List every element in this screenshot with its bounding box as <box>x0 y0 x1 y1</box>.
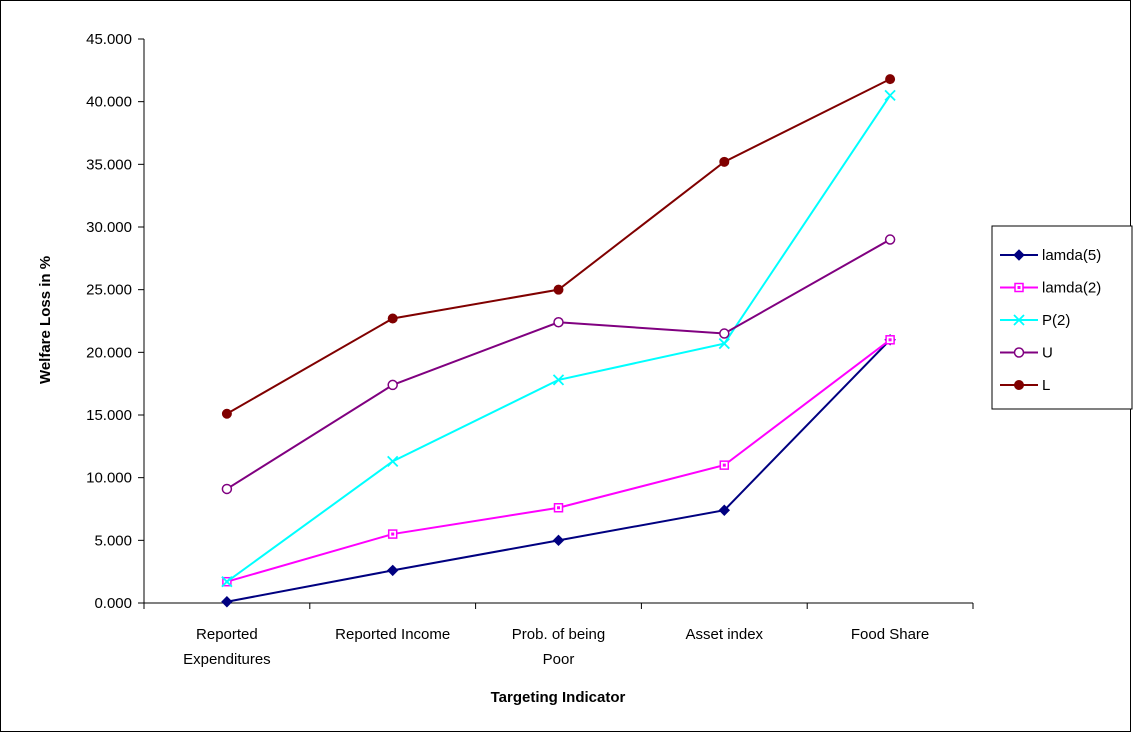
data-point-lamda-5 <box>718 504 731 516</box>
data-point-p-2 <box>387 455 399 468</box>
series-line-u <box>226 238 891 490</box>
x-tick-label: Prob. of being <box>512 626 605 643</box>
legend-marker-p-2 <box>1013 314 1025 326</box>
data-point-l <box>387 313 398 324</box>
series-l <box>221 74 896 419</box>
y-tick-label: 15.000 <box>86 407 132 424</box>
legend-label: lamda(5) <box>1042 247 1101 264</box>
data-point-u <box>221 483 233 495</box>
legend-label: lamda(2) <box>1042 280 1101 297</box>
series-lamda-2 <box>222 335 895 587</box>
y-tick-label: 40.000 <box>86 94 132 111</box>
data-point-u <box>553 317 564 328</box>
y-axis: 0.000 5.000 10.000 15.000 20.000 25.000 30.000… <box>86 31 145 612</box>
data-point-l <box>885 74 896 85</box>
data-point-lamda-5 <box>552 534 565 547</box>
data-point-p-2 <box>884 89 896 102</box>
x-tick-label: Asset index <box>686 626 764 643</box>
legend-marker-u <box>1013 347 1025 358</box>
data-point-u <box>719 328 730 339</box>
legend-item-p-2: P(2) <box>1000 312 1070 329</box>
legend-item-l: L <box>1000 377 1050 394</box>
legend-marker-lamda-2-center <box>1017 286 1021 289</box>
data-point-lamda-2-center <box>391 532 395 536</box>
y-tick-label: 45.000 <box>86 31 132 48</box>
x-tick-label: Food Share <box>851 626 929 643</box>
data-point-lamda-5 <box>221 596 233 608</box>
x-axis-title: Targeting Indicator <box>491 689 626 706</box>
data-point-lamda-2-center <box>722 463 726 467</box>
series-u <box>221 234 896 495</box>
legend-item-lamda-5: lamda(5) <box>1000 247 1101 264</box>
y-tick-label: 0.000 <box>94 595 132 612</box>
x-tick-label: Poor <box>543 651 575 668</box>
x-tick-label: Reported Income <box>335 626 450 643</box>
legend-label: P(2) <box>1042 312 1070 329</box>
legend-item-lamda-2: lamda(2) <box>1000 280 1101 297</box>
y-tick-label: 5.000 <box>94 532 132 549</box>
legend-label: L <box>1042 377 1050 394</box>
data-point-p-2 <box>221 576 233 588</box>
data-point-u <box>387 379 398 391</box>
y-tick-label: 20.000 <box>86 344 132 361</box>
y-tick-label: 25.000 <box>86 282 132 299</box>
data-point-lamda-2-center <box>557 506 560 510</box>
legend-marker-lamda-5 <box>1013 249 1025 261</box>
data-point-p-2 <box>718 337 730 350</box>
data-point-p-2 <box>552 374 565 386</box>
legend-item-u: U <box>1000 345 1053 362</box>
y-axis-title: Welfare Loss in % <box>37 256 54 384</box>
data-point-u <box>884 234 896 245</box>
y-tick-label: 10.000 <box>86 470 132 487</box>
data-point-lamda-2-center <box>888 338 892 342</box>
data-point-l <box>221 408 232 419</box>
data-point-l <box>719 156 730 167</box>
y-tick-label: 30.000 <box>86 219 132 236</box>
series-lamda-5 <box>221 334 896 608</box>
series-p-2 <box>221 89 896 588</box>
legend-label: U <box>1042 345 1053 362</box>
x-tick-label: Reported <box>196 626 258 643</box>
y-tick-label: 35.000 <box>86 156 132 173</box>
series-line-l <box>226 78 891 415</box>
x-tick-label: Expenditures <box>183 651 271 668</box>
data-point-lamda-5 <box>386 564 399 577</box>
data-point-l <box>553 284 564 295</box>
series-layer <box>221 74 896 608</box>
x-axis: Reported Expenditures Reported Income Prob.… <box>143 602 974 668</box>
legend: lamda(5) lamda(2) P(2) UL <box>991 225 1133 410</box>
legend-marker-l <box>1014 380 1024 390</box>
